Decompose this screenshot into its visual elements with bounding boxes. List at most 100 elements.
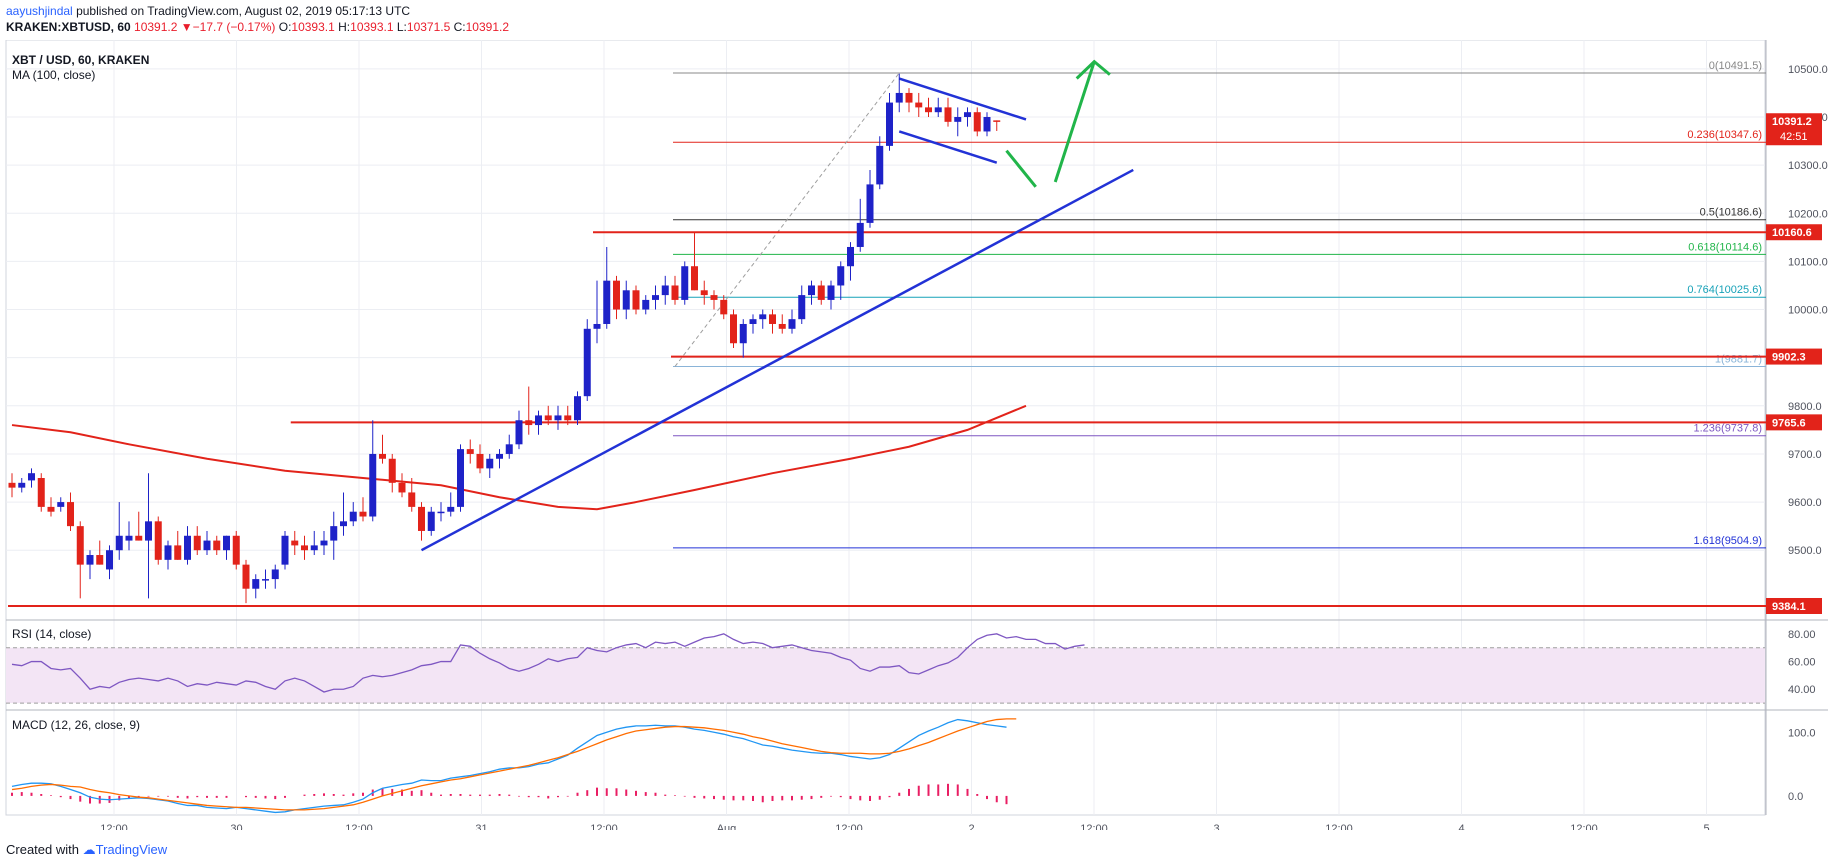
x-tick-label: Aug [717,823,737,830]
candle-body [203,540,211,551]
candle-body [184,535,191,560]
change-arrow-icon: ▼ [180,20,193,34]
tradingview-link[interactable]: TradingView [95,842,168,857]
candle-body [379,453,386,459]
fib-level-label: 0.236(10347.6) [1687,129,1762,141]
candle-body [515,420,523,445]
x-tick-label: 12:00 [1080,823,1108,830]
rsi-tick-label: 80.00 [1788,629,1816,641]
x-tick-label: 12:00 [1570,823,1598,830]
macd-tick-label: 0.0 [1788,791,1803,803]
candle-body [778,323,786,329]
macd-tick-label: 100.0 [1788,727,1816,739]
candle-body [847,246,854,267]
author-link[interactable]: aayushjindal [6,4,73,18]
candle-body [954,117,962,122]
candle-body [525,420,533,426]
candle-body [886,102,893,146]
down-arrow-icon [1005,149,1037,188]
candle-body [691,266,698,291]
x-tick-label: 12:00 [835,823,863,830]
candle-body [652,295,659,300]
candle-body [925,107,932,113]
candle-body [739,323,747,344]
created-with-text: Created with [6,842,79,857]
x-tick-label: 12:00 [100,823,128,830]
macd-line [11,718,1007,814]
x-tick-label: 2 [968,823,974,830]
candle-body [983,117,991,132]
last-price: 10391.2 [134,20,178,34]
ma100-line [11,404,1027,511]
candle-body [554,415,562,421]
x-tick-label: 5 [1703,823,1709,830]
price-level-tag-text: 9765.6 [1772,417,1806,429]
candle-body [96,555,104,565]
fib-level-label: 0.764(10025.6) [1687,284,1762,296]
candle-body [827,285,835,300]
trendline [898,77,1027,121]
y-tick-label: 9800.0 [1788,401,1822,413]
candle-body [86,555,94,565]
rsi-line [11,633,1085,693]
candle-body [837,266,845,286]
candle-body [388,458,396,483]
price-level-tag [1766,414,1822,431]
macd-title: MACD (12, 26, close, 9) [12,718,140,732]
candle-body [28,473,35,481]
candle-body [671,285,679,300]
candle-body [681,266,689,300]
candle-body [505,444,513,454]
candle-body [106,550,113,570]
candle-body [320,540,328,546]
candle-body [18,482,26,488]
trendline [420,168,1134,552]
candle-body [418,506,425,531]
chart-header: aayushjindal published on TradingView.co… [6,3,1806,35]
candle-body [232,535,240,565]
x-tick-label: 31 [475,823,487,830]
low-label: L: [396,20,407,34]
candle-body [964,112,971,118]
candle-body [115,535,123,551]
high-label: H: [338,20,351,34]
candle-body [76,526,84,565]
y-tick-label: 9600.0 [1788,497,1822,509]
y-tick-label: 9500.0 [1788,545,1822,557]
price-chart[interactable]: 0(10491.5) 0.236(10347.6) 0.5(10186.6) 0.61… [0,40,1828,830]
fib-level-label: 0.5(10186.6) [1700,207,1762,219]
candle-body [817,285,825,300]
candle-body [866,184,874,223]
x-tick-label: 12:00 [1325,823,1353,830]
trendline [898,130,998,164]
price-level-tag-text: 9384.1 [1772,601,1806,613]
candle-body [993,120,1001,122]
x-tick-label: 3 [1213,823,1219,830]
candle-body [613,280,620,310]
candle-body [661,285,669,296]
candle-body [47,506,55,512]
candle-body [57,502,65,507]
y-tick-label: 10500.0 [1788,64,1828,76]
candle-body [915,102,923,108]
candle-body [271,569,279,580]
candle-body [496,453,503,459]
candle-body [223,535,230,551]
rsi-title: RSI (14, close) [12,627,91,641]
candle-body [67,502,74,527]
candle-body [564,415,572,421]
candle-body [242,564,250,589]
candle-body [135,535,143,541]
candle-body [398,482,406,493]
price-level-tag [1766,224,1822,241]
candle-body [291,540,299,546]
candle-body [905,92,913,103]
candle-body [174,545,182,560]
fib-level-label: 0.618(10114.6) [1688,241,1762,253]
macd-signal-line [11,718,1017,811]
candle-body [700,290,708,296]
x-tick-label: 12:00 [590,823,618,830]
candle-body [125,535,133,541]
y-tick-label: 10100.0 [1788,256,1828,268]
y-tick-label: 10300.0 [1788,160,1828,172]
